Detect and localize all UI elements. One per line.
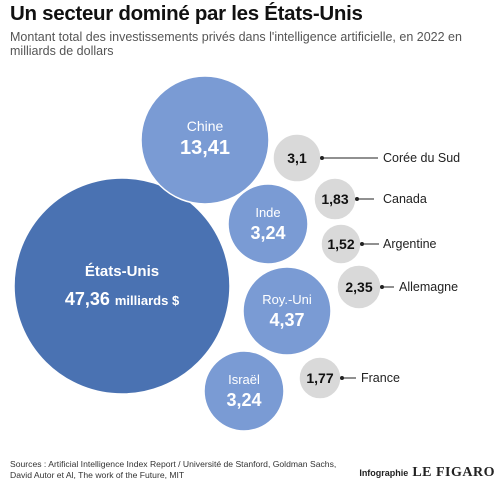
country-label: Chine — [187, 118, 224, 134]
country-label: Israël — [228, 372, 260, 387]
country-label: Allemagne — [399, 280, 458, 294]
value-label: 47,36 milliards $ — [65, 289, 180, 309]
bubble-royaume-uni: Roy.-Uni 4,37 — [242, 266, 332, 356]
bubble-inde: Inde 3,24 — [227, 183, 309, 265]
country-label: France — [361, 371, 400, 385]
country-label: Roy.-Uni — [262, 292, 312, 307]
country-label: Argentine — [383, 237, 437, 251]
bubble-chine: Chine 13,41 — [140, 75, 270, 205]
value-label: 1,77 — [306, 370, 333, 386]
bubble-argentine: 1,52 Argentine — [320, 223, 437, 265]
value-label: 4,37 — [269, 310, 304, 330]
value-label: 3,1 — [287, 150, 307, 166]
value-label: 13,41 — [180, 137, 230, 159]
bubble-coree-du-sud: 3,1 Corée du Sud — [272, 133, 460, 183]
bubble-circle-israel — [203, 350, 285, 432]
leader-dot — [380, 285, 384, 289]
country-label: Corée du Sud — [383, 151, 460, 165]
value-label: 2,35 — [345, 279, 372, 295]
bubble-etats-unis: États-Unis 47,36 milliards $ — [13, 177, 231, 395]
bubble-circle-royaume-uni — [242, 266, 332, 356]
country-label: Canada — [383, 192, 427, 206]
bubble-circle-etats-unis — [13, 177, 231, 395]
value-label: 1,83 — [321, 191, 348, 207]
bubble-canada: 1,83 Canada — [313, 177, 427, 221]
country-label: Inde — [255, 205, 280, 220]
sources-note: Sources : Artificial Intelligence Index … — [10, 459, 337, 480]
value-label: 1,52 — [327, 236, 354, 252]
leader-dot — [360, 242, 364, 246]
credit: Infographie LE FIGARO — [359, 465, 495, 481]
bubble-france: 1,77 France — [298, 356, 400, 400]
leader-dot — [340, 376, 344, 380]
chart-title: Un secteur dominé par les États-Unis — [10, 2, 363, 25]
bubble-israel: Israël 3,24 — [203, 350, 285, 432]
publisher-logo: LE FIGARO — [412, 465, 495, 480]
value-label: 3,24 — [250, 223, 285, 243]
value-label: 3,24 — [226, 390, 261, 410]
leader-dot — [320, 156, 324, 160]
bubble-allemagne: 2,35 Allemagne — [336, 264, 458, 310]
bubble-circle-chine — [140, 75, 270, 205]
country-label: États-Unis — [85, 263, 159, 280]
credit-label: Infographie — [359, 468, 409, 478]
bubble-circle-inde — [227, 183, 309, 265]
chart-subtitle: Montant total des investissements privés… — [10, 30, 462, 58]
leader-dot — [355, 197, 359, 201]
